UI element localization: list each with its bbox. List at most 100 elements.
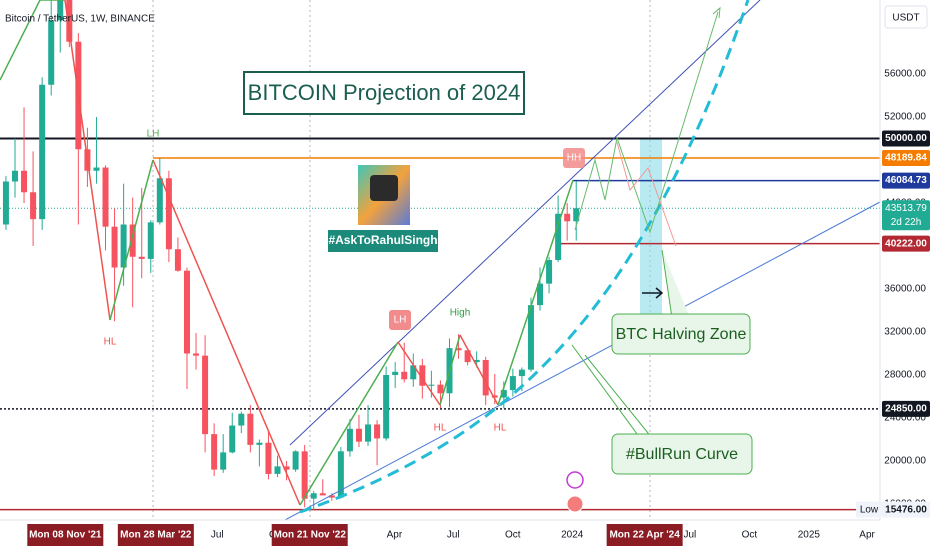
zigzag-up	[497, 179, 574, 406]
candle-body	[256, 442, 263, 445]
candle-body	[546, 259, 553, 284]
level-label-box	[882, 501, 930, 518]
candle-body	[265, 442, 272, 474]
candle-body	[274, 466, 281, 474]
level-label-box	[882, 130, 930, 147]
candle-body	[292, 451, 299, 470]
x-marker-label: Mon 22 Apr '24	[609, 530, 680, 541]
avatar-face	[370, 175, 398, 201]
level-label: 46084.73	[885, 175, 927, 186]
annotation: HL	[104, 337, 117, 348]
upper-channel	[289, 0, 761, 446]
zigzag-up	[0, 0, 41, 81]
zigzag-down	[64, 0, 111, 321]
projection-alt	[616, 141, 677, 247]
y-tick-label: 24000.00	[884, 413, 926, 424]
candle-body	[238, 413, 245, 426]
candle-body	[437, 384, 444, 394]
chart-title: BITCOIN Projection of 2024	[248, 80, 521, 105]
x-tick-label: Jul	[684, 530, 697, 541]
x-tick-label: Oct	[742, 530, 758, 541]
callout-box	[611, 313, 751, 355]
candle-body	[374, 424, 381, 439]
level-label: 15476.00	[885, 504, 927, 515]
y-tick-label: 20000.00	[884, 456, 926, 467]
candle-body	[48, 20, 55, 85]
candle-body	[509, 376, 516, 391]
candle-body	[129, 224, 136, 257]
x-tick-label: 2025	[798, 530, 821, 541]
y-tick-label: 32000.00	[884, 327, 926, 338]
annotation: HL	[494, 423, 507, 434]
candle-body	[328, 495, 335, 498]
level-label-box	[882, 149, 930, 166]
candle-body	[202, 355, 209, 435]
title-box	[243, 71, 525, 115]
unit-box[interactable]	[884, 5, 928, 29]
y-axis-area	[880, 0, 932, 520]
candle-body	[57, 0, 64, 21]
zigzag-down	[397, 341, 441, 406]
candle-body	[120, 224, 127, 268]
candle-body	[537, 283, 544, 306]
unit: USDT	[892, 13, 919, 24]
x-tick-label: 2024	[561, 530, 584, 541]
candle-body	[365, 424, 372, 442]
candle-body	[220, 452, 227, 470]
candle-body	[66, 0, 73, 42]
candle-body	[301, 451, 308, 499]
projection-arrow	[712, 6, 721, 19]
candle-body	[174, 249, 181, 271]
y-tick-label: 52000.00	[884, 112, 926, 123]
countdown: 2d 22h	[891, 217, 922, 228]
event-icon[interactable]	[566, 471, 584, 489]
candle-body	[355, 428, 362, 442]
drawings	[0, 0, 880, 520]
x-tick-label: Jul	[211, 530, 224, 541]
annotation: HL	[434, 423, 447, 434]
candle-body	[39, 84, 46, 220]
bullrun-curve	[299, 0, 750, 514]
zigzag-down	[152, 159, 301, 506]
x-tick-label: Oct	[505, 530, 521, 541]
candle-body	[11, 170, 18, 182]
level-label: 50000.00	[885, 133, 927, 144]
x-tick-label: Apr	[859, 530, 875, 541]
label-box	[563, 148, 585, 168]
candle-body	[93, 167, 100, 171]
candle-body	[401, 371, 408, 380]
candle-body	[211, 434, 218, 470]
level-name: Low	[860, 504, 879, 515]
symbol-header: Bitcoin / TetherUS, 1W, BINANCE	[5, 14, 155, 25]
projection	[574, 11, 719, 234]
levels	[0, 137, 880, 511]
candle-body	[21, 170, 28, 193]
y-tick-label: 56000.00	[884, 69, 926, 80]
candle-body	[102, 167, 109, 227]
annotation: High	[450, 308, 471, 319]
x-marker-label: Mon 28 Mar '22	[120, 530, 192, 541]
candle-body	[392, 371, 399, 376]
label-box	[389, 310, 411, 330]
candle-body	[573, 208, 580, 222]
candle-body	[193, 353, 200, 356]
x-marker-box	[117, 524, 194, 546]
x-marker-box	[27, 524, 104, 546]
annotation: LH	[394, 315, 407, 326]
candle-body	[346, 428, 353, 452]
x-tick-label: Apr	[387, 530, 403, 541]
event-icon[interactable]	[566, 495, 584, 513]
annotation: HH	[567, 153, 581, 164]
candle-body	[464, 350, 471, 363]
level-label-box	[882, 235, 930, 252]
level-label-box	[882, 172, 930, 189]
zigzag-up	[299, 341, 399, 506]
candle-body	[564, 213, 571, 222]
candle-body	[410, 365, 417, 380]
candle-body	[319, 493, 326, 496]
callout-pointer	[584, 354, 653, 439]
candle-body	[283, 466, 290, 470]
candle-body	[229, 425, 236, 453]
candle-body	[310, 493, 317, 499]
